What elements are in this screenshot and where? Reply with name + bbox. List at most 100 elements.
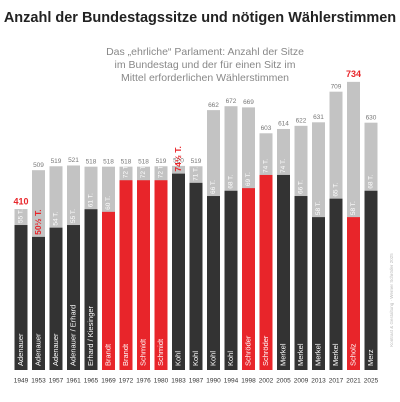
vote-bar xyxy=(224,190,238,370)
chancellor-label: Adenauer xyxy=(33,333,42,366)
vote-bar xyxy=(347,217,360,370)
vote-label: 72 T. xyxy=(123,164,130,178)
chart-title: Anzahl der Bundestagssitze und nötigen W… xyxy=(4,10,396,26)
chancellor-label: Kohl xyxy=(208,351,217,366)
seat-label: 518 xyxy=(138,158,149,165)
vote-label: 58 T. xyxy=(350,201,357,215)
x-tick-label: 1961 xyxy=(66,378,81,385)
x-tick-label: 2009 xyxy=(294,378,309,385)
seat-label: 521 xyxy=(68,157,79,164)
vote-bar xyxy=(259,174,273,370)
chancellor-label: Erhard / Kiesinger xyxy=(86,305,95,366)
x-tick-label: 2013 xyxy=(311,378,326,385)
seat-label: 410 xyxy=(13,196,28,206)
vote-bar xyxy=(154,180,168,370)
chancellor-label: Kohl xyxy=(173,351,182,366)
seat-label: 518 xyxy=(103,158,114,165)
vote-label: 68 T. xyxy=(228,175,235,189)
seat-label: 519 xyxy=(156,158,167,165)
subtitle: Das „ehrliche“ Parlament: Anzahl der Sit… xyxy=(106,46,304,58)
chancellor-label: Adenauer xyxy=(16,333,25,366)
x-tick-label: 1980 xyxy=(154,378,169,385)
x-tick-label: 2025 xyxy=(364,378,379,385)
seat-label: 672 xyxy=(226,98,237,105)
vote-bar xyxy=(32,236,45,370)
chancellor-label: Schröder xyxy=(243,335,252,366)
x-tick-label: 2002 xyxy=(259,378,274,385)
x-tick-label: 1965 xyxy=(84,378,99,385)
vote-label: 55 T. xyxy=(18,209,25,223)
vote-label: 61 T. xyxy=(88,193,95,207)
x-tick-label: 1983 xyxy=(171,378,186,385)
x-tick-label: 1969 xyxy=(101,378,116,385)
seat-label: 622 xyxy=(296,118,307,125)
vote-label: 74 T. xyxy=(263,159,270,173)
seat-label: 509 xyxy=(33,162,44,169)
chancellor-label: Schröder xyxy=(261,335,270,366)
chancellor-label: Schmidt xyxy=(138,338,147,366)
vote-label: 74½ T. xyxy=(173,146,183,172)
vote-label: 58 T. xyxy=(315,201,322,215)
vote-label: 72 T. xyxy=(140,164,147,178)
seat-label: 631 xyxy=(313,114,324,121)
vote-label: 65 T. xyxy=(333,183,340,197)
chancellor-label: Brandt xyxy=(121,343,130,366)
vote-bar xyxy=(207,196,220,370)
x-tick-label: 1987 xyxy=(189,378,204,385)
credit: Kontrast & Gestaltung · Werner Schröder … xyxy=(389,253,394,347)
vote-label: 55 T. xyxy=(70,209,77,223)
chancellor-label: Schmidt xyxy=(156,338,165,366)
vote-label: 66 T. xyxy=(298,180,305,194)
seat-label: 662 xyxy=(208,102,219,109)
vote-bar xyxy=(329,198,343,370)
seat-label: 520 xyxy=(173,158,184,165)
seat-label: 519 xyxy=(51,158,62,165)
vote-label: 74 T. xyxy=(280,159,287,173)
x-tick-label: 1990 xyxy=(206,378,221,385)
chancellor-label: Adenauer / Erhard xyxy=(68,305,77,366)
x-tick-label: 2017 xyxy=(329,378,344,385)
vote-label: 72 T. xyxy=(158,164,165,178)
vote-label: 54 T. xyxy=(53,212,60,226)
x-tick-label: 1998 xyxy=(241,378,256,385)
vote-bar xyxy=(119,180,133,370)
vote-label: 66 T. xyxy=(210,180,217,194)
subtitle: Mittel erforderlichen Wählerstimmen xyxy=(121,72,289,84)
seat-label: 614 xyxy=(278,121,289,128)
x-tick-label: 1976 xyxy=(136,378,151,385)
x-tick-label: 1994 xyxy=(224,378,239,385)
x-tick-label: 1953 xyxy=(31,378,46,385)
vote-bar xyxy=(242,188,255,370)
vote-label: 50½ T. xyxy=(33,209,43,235)
seat-label: 709 xyxy=(331,83,342,90)
subtitle: im Bundestag und der für einen Sitz im xyxy=(115,59,296,71)
chancellor-label: Merkel xyxy=(296,343,305,366)
chancellor-label: Adenauer xyxy=(51,333,60,366)
chancellor-label: Merkel xyxy=(313,343,322,366)
chancellor-label: Merkel xyxy=(331,343,340,366)
chancellor-label: Kohl xyxy=(191,351,200,366)
x-tick-label: 1972 xyxy=(119,378,134,385)
seat-label: 518 xyxy=(121,158,132,165)
vote-bar xyxy=(67,225,80,370)
vote-bar xyxy=(102,211,115,370)
vote-label: 71 T. xyxy=(193,167,200,181)
vote-label: 60 T. xyxy=(105,196,112,210)
vote-bar xyxy=(49,227,63,370)
x-tick-label: 1949 xyxy=(14,378,29,385)
chancellor-label: Scholz xyxy=(348,343,357,366)
chancellor-label: Merz xyxy=(366,349,375,366)
x-tick-label: 1957 xyxy=(49,378,64,385)
vote-bar xyxy=(277,174,290,370)
vote-bar xyxy=(84,209,98,370)
seat-label: 734 xyxy=(346,69,361,79)
vote-bar xyxy=(364,190,378,370)
seat-label: 518 xyxy=(86,158,97,165)
seat-label: 519 xyxy=(191,158,202,165)
vote-bar xyxy=(137,180,150,370)
seat-label: 603 xyxy=(261,125,272,132)
x-tick-label: 2005 xyxy=(276,378,291,385)
chancellor-label: Merkel xyxy=(278,343,287,366)
vote-bar xyxy=(172,173,185,370)
